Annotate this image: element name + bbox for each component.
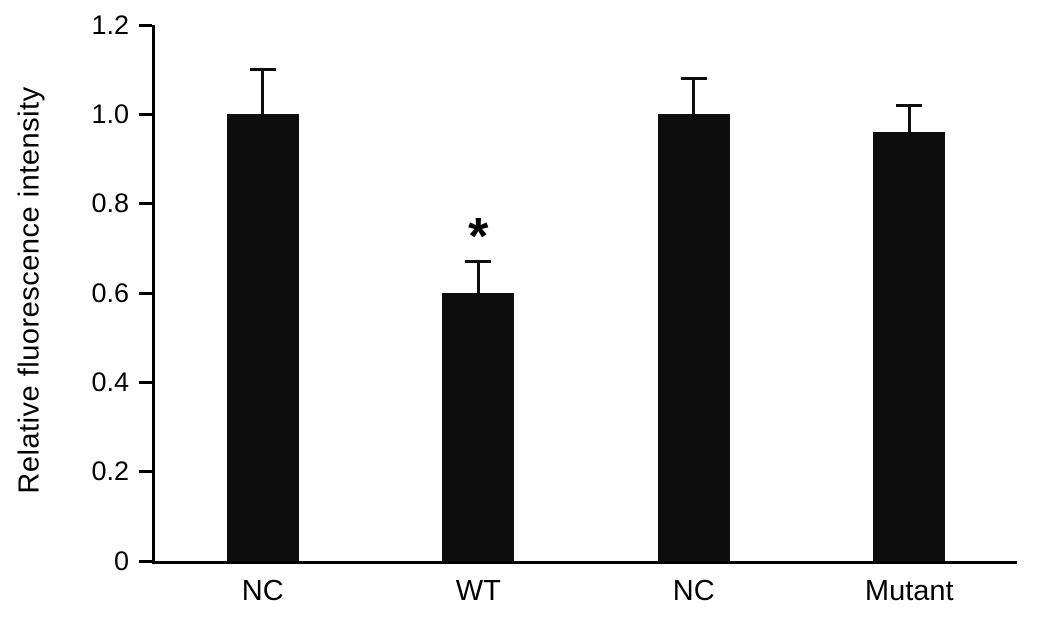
error-bar-cap [680, 77, 707, 81]
error-bar-line [261, 69, 265, 115]
y-tick-mark [139, 202, 152, 206]
y-tick-mark [139, 23, 152, 27]
y-tick-label: 1.2 [91, 9, 129, 40]
significance-star: * [468, 207, 489, 266]
bar-nc [226, 114, 299, 561]
error-bar-cap [249, 68, 276, 72]
x-category-label: NC [672, 575, 715, 607]
error-bar-line [692, 78, 696, 115]
error-bar-line [907, 105, 911, 133]
x-category-label: NC [241, 575, 284, 607]
error-bar-cap [896, 103, 923, 107]
error-bar-line [476, 261, 480, 293]
y-tick-mark [139, 470, 152, 474]
bar-nc [657, 114, 730, 561]
y-tick-label: 0.2 [91, 456, 129, 487]
x-category-label: Mutant [864, 575, 954, 607]
y-tick-mark [139, 291, 152, 295]
y-tick-mark [139, 380, 152, 384]
y-tick-label: 0.8 [91, 188, 129, 219]
y-tick-label: 0.4 [91, 366, 129, 397]
y-tick-label: 0 [113, 545, 129, 576]
bar-wt [442, 293, 515, 561]
y-tick-label: 0.6 [91, 277, 129, 308]
y-tick-label: 1.0 [91, 98, 129, 129]
y-axis-label: Relative fluorescence intensity [13, 86, 46, 494]
y-tick-mark [139, 559, 152, 563]
plot-area: 0 0.2 0.4 0.6 0.8 1.0 1.2 NC WT NC Mutant * [91, 11, 1017, 607]
error-bar-cap [465, 260, 492, 264]
y-tick-mark [139, 112, 152, 116]
bar-mutant [873, 132, 946, 561]
x-category-label: WT [455, 575, 501, 607]
